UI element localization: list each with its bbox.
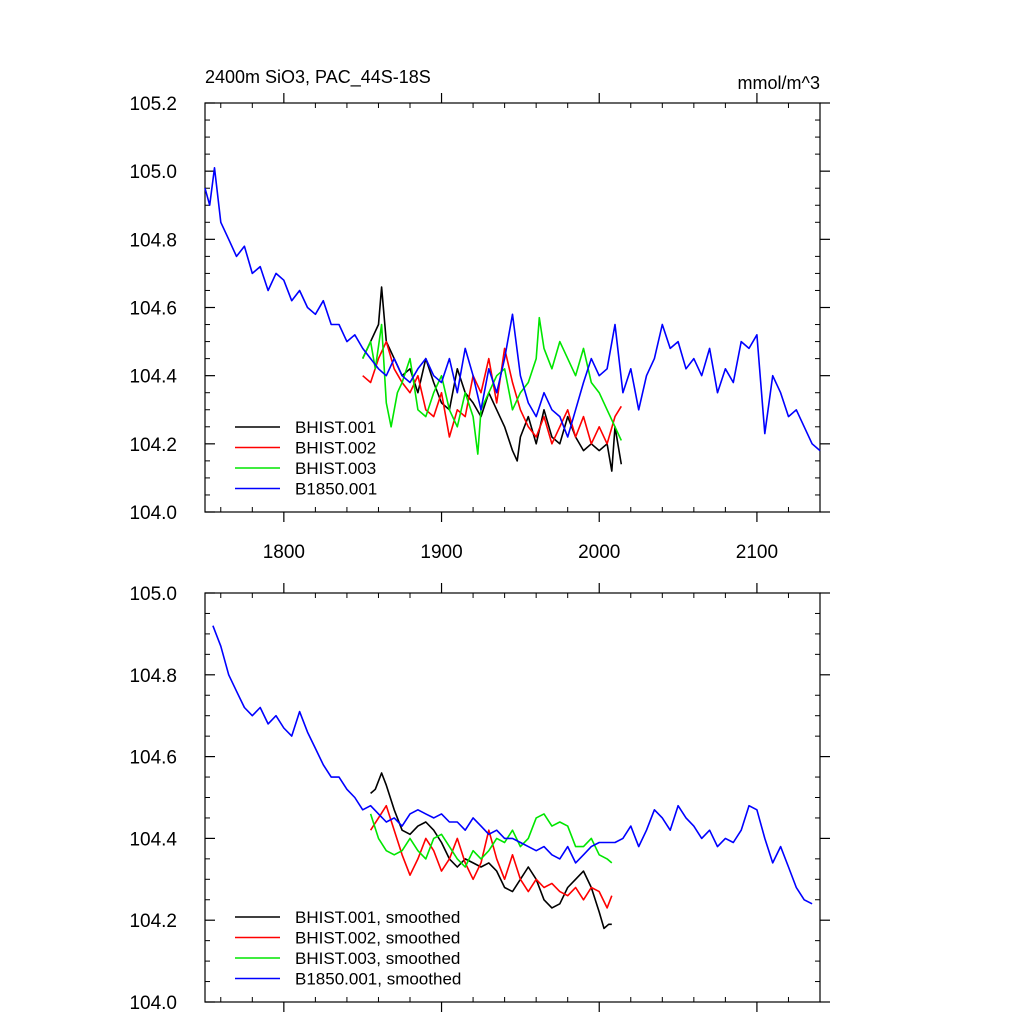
x-tick-label: 2000 — [578, 542, 620, 563]
y-tick-label: 104.2 — [129, 435, 177, 456]
top-panel: 1800 1900 2000 2100 104.0 104.2 104.4 104.6 104.… — [129, 67, 830, 563]
y-tick-label: 104.2 — [129, 911, 177, 932]
legend-label: B1850.001 — [295, 480, 377, 499]
y-tick-label: 105.2 — [129, 94, 177, 115]
y-tick-label: 105.0 — [129, 162, 177, 183]
series-line-4 — [212, 625, 813, 905]
y-tick-label: 104.6 — [129, 748, 177, 769]
y-tick-label: 104.8 — [129, 666, 177, 687]
x-tick-label: 1900 — [420, 542, 462, 563]
series-line-2 — [362, 340, 622, 445]
y-tick-label: 104.0 — [129, 993, 177, 1014]
y-tick-label: 104.4 — [129, 367, 177, 388]
legend-label: BHIST.003, smoothed — [295, 949, 460, 968]
units-label: mmol/m^3 — [738, 73, 820, 93]
series-line-2 — [369, 804, 613, 909]
y-tick-label: 104.6 — [129, 299, 177, 320]
y-tick-label: 104.0 — [129, 503, 177, 524]
y-tick-label: 105.0 — [129, 584, 177, 605]
series-line-4 — [204, 167, 821, 452]
legend-label: BHIST.002, smoothed — [295, 929, 460, 948]
series-line-3 — [369, 813, 613, 868]
series-line-1 — [370, 772, 612, 930]
bottom-panel: 104.0 104.2 104.4 104.6 104.8 105.0 BHIST.001,… — [129, 583, 830, 1014]
y-tick-label: 104.4 — [129, 829, 177, 850]
series-line-3 — [361, 316, 623, 455]
x-tick-label: 2100 — [736, 542, 778, 563]
legend-label: BHIST.002 — [295, 439, 376, 458]
legend-label: BHIST.001, smoothed — [295, 908, 460, 927]
y-tick-label: 104.8 — [129, 230, 177, 251]
chart-title: 2400m SiO3, PAC_44S-18S — [205, 67, 431, 88]
legend-label: B1850.001, smoothed — [295, 970, 461, 989]
legend-label: BHIST.003 — [295, 459, 376, 478]
legend-label: BHIST.001 — [295, 418, 376, 437]
x-tick-label: 1800 — [263, 542, 305, 563]
